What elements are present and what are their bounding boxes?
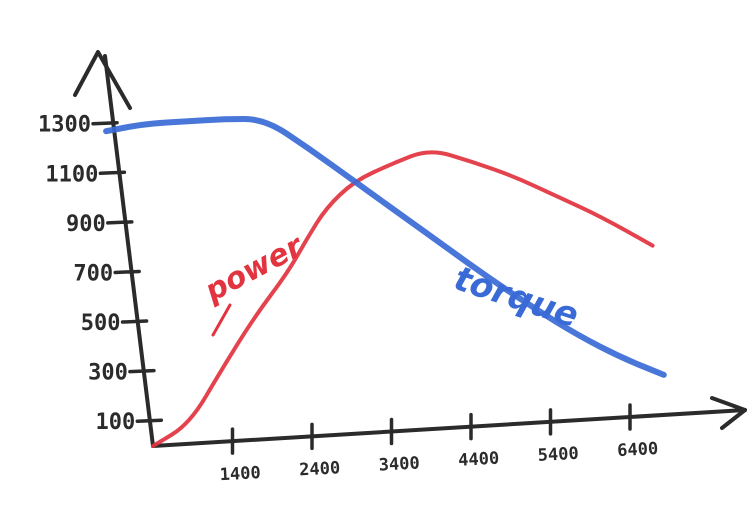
axes [73, 50, 747, 448]
y-tick-mark [113, 269, 141, 275]
x-tick-label: 4400 [458, 449, 500, 471]
y-tick-mark [135, 418, 164, 423]
x-axis-arrowhead [710, 396, 747, 430]
power-label-pointer [211, 303, 232, 337]
y-tick-mark [120, 319, 149, 324]
y-tick-label: 900 [66, 212, 106, 237]
x-tick-label: 1400 [219, 463, 261, 485]
x-tick-label: 5400 [537, 444, 579, 466]
y-tick-label: 100 [96, 410, 136, 435]
y-tick-label: 300 [88, 361, 128, 386]
y-tick-label: 700 [73, 261, 113, 286]
y-tick-mark [106, 220, 134, 225]
y-tick-label: 500 [81, 311, 121, 336]
ticks: 1400 2400 3400 4400 5400 6400 100 300 500 700 900 1… [38, 113, 659, 486]
y-tick-mark [98, 170, 127, 176]
power-line [151, 150, 655, 448]
series-labels: power torque [198, 228, 583, 337]
y-tick-mark [91, 120, 119, 126]
torque-label: torque [449, 259, 583, 337]
y-tick-label: 1300 [38, 113, 91, 138]
y-tick-mark [128, 368, 156, 374]
x-tick-label: 6400 [617, 439, 659, 461]
x-tick-label: 3400 [378, 453, 420, 475]
y-tick-label: 1100 [45, 162, 98, 187]
x-tick-label: 2400 [299, 458, 341, 480]
series [103, 116, 667, 448]
torque-line [103, 116, 667, 378]
x-axis-line [151, 408, 747, 448]
y-axis-line [103, 54, 155, 448]
y-axis-arrowhead [73, 50, 132, 110]
power-label: power [198, 228, 310, 310]
